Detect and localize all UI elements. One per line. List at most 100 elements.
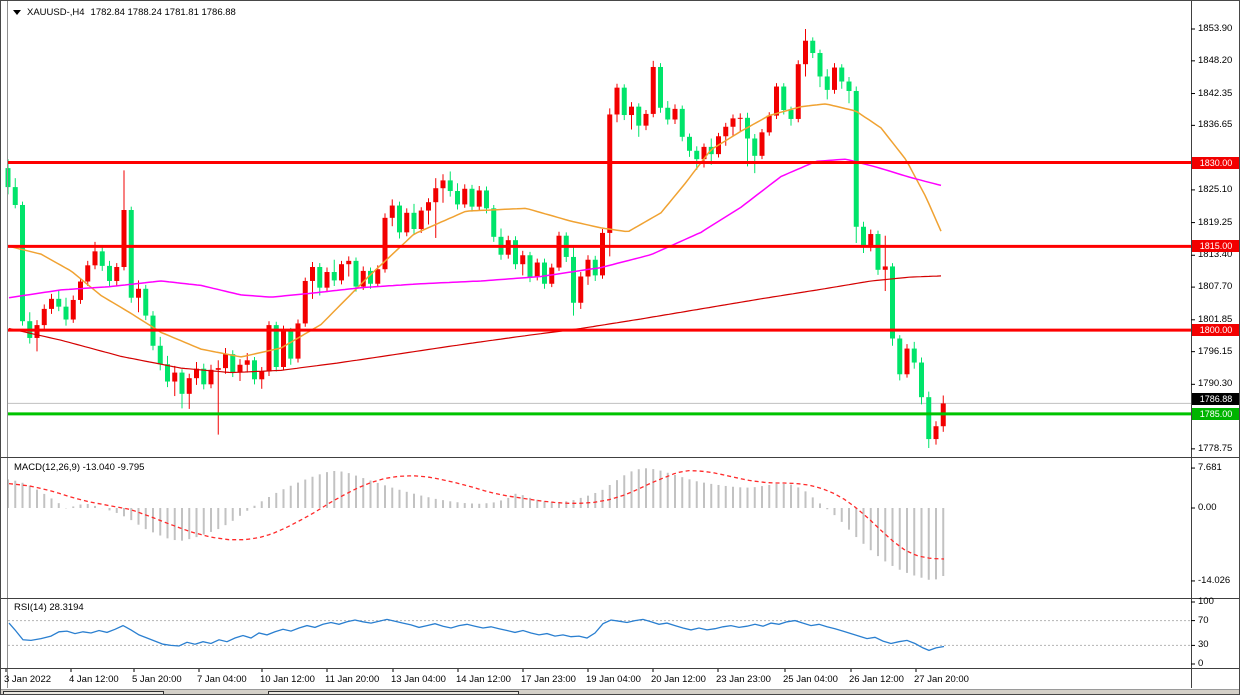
candle-body bbox=[904, 348, 910, 375]
candle-body bbox=[723, 126, 729, 137]
price-tick-1848.20: 1848.20 bbox=[1198, 54, 1233, 66]
candle-body bbox=[592, 259, 598, 276]
macd-tick--14.026: -14.026 bbox=[1198, 574, 1231, 586]
candle-body bbox=[433, 188, 439, 203]
level-price-tag-1785.00: 1785.00 bbox=[1192, 407, 1239, 420]
candle-body bbox=[491, 208, 497, 237]
price-tick-1807.70: 1807.70 bbox=[1198, 281, 1233, 293]
time-label: 4 Jan 12:00 bbox=[69, 674, 119, 685]
candle-body bbox=[687, 136, 692, 151]
candle-body bbox=[295, 323, 301, 359]
candle-body bbox=[759, 132, 765, 156]
candle-body bbox=[650, 66, 656, 114]
rsi-tick-100: 100 bbox=[1198, 596, 1214, 607]
candle-body bbox=[447, 180, 453, 192]
price-axis-scale[interactable] bbox=[1191, 1, 1239, 669]
rsi-canvas[interactable] bbox=[8, 599, 1191, 668]
candle-body bbox=[788, 110, 794, 119]
time-label: 13 Jan 04:00 bbox=[391, 674, 446, 685]
time-label: 19 Jan 04:00 bbox=[586, 674, 641, 685]
candle-body bbox=[817, 53, 823, 77]
candle-body bbox=[186, 378, 192, 394]
candle-body bbox=[839, 67, 845, 82]
candle-body bbox=[114, 266, 120, 281]
time-label: 11 Jan 20:00 bbox=[325, 674, 380, 685]
candle-body bbox=[629, 106, 634, 116]
time-label: 14 Jan 12:00 bbox=[456, 674, 511, 685]
candle-body bbox=[585, 259, 591, 277]
candle-body bbox=[527, 255, 533, 278]
candle-body bbox=[737, 117, 743, 119]
candle-body bbox=[868, 234, 874, 247]
macd-canvas[interactable] bbox=[8, 459, 1191, 598]
candle-body bbox=[795, 64, 801, 119]
time-label: 20 Jan 12:00 bbox=[651, 674, 706, 685]
candle-body bbox=[237, 364, 243, 373]
bottom-partial-box bbox=[268, 691, 519, 694]
candle-body bbox=[302, 280, 308, 324]
candle-body bbox=[513, 240, 518, 265]
candle-body bbox=[440, 180, 446, 189]
candle-body bbox=[85, 265, 91, 282]
macd-indicator-label: MACD(12,26,9) -13.040 -9.795 bbox=[14, 462, 145, 473]
time-label: 27 Jan 20:00 bbox=[914, 674, 969, 685]
price-tick-1778.75: 1778.75 bbox=[1198, 442, 1233, 454]
candle-body bbox=[643, 113, 649, 126]
candle-body bbox=[752, 138, 758, 156]
candle-body bbox=[310, 266, 315, 281]
candle-body bbox=[730, 118, 736, 127]
main-chart-canvas[interactable] bbox=[8, 1, 1191, 457]
candle-body bbox=[658, 66, 663, 108]
candle-body bbox=[426, 202, 431, 211]
price-tick-1825.10: 1825.10 bbox=[1198, 183, 1233, 195]
candle-body bbox=[12, 187, 18, 205]
candle-body bbox=[556, 235, 562, 268]
candle-body bbox=[208, 369, 214, 385]
candle-body bbox=[230, 354, 236, 373]
rsi-tick-30: 30 bbox=[1198, 639, 1209, 651]
rsi-tick-0: 0 bbox=[1198, 658, 1204, 669]
time-axis-scale[interactable] bbox=[1, 669, 1191, 689]
price-tick-1796.15: 1796.15 bbox=[1198, 345, 1233, 357]
symbol-dropdown-icon[interactable] bbox=[13, 10, 21, 15]
candle-body bbox=[614, 87, 620, 115]
candle-body bbox=[273, 325, 279, 368]
ma-slow-darkred-line bbox=[8, 275, 942, 374]
candle-body bbox=[810, 40, 816, 54]
candle-body bbox=[404, 212, 410, 233]
candle-body bbox=[317, 266, 323, 288]
candle-body bbox=[63, 306, 69, 320]
candle-body bbox=[397, 205, 402, 233]
candle-body bbox=[774, 86, 779, 116]
candle-body bbox=[701, 146, 707, 160]
candle-body bbox=[288, 331, 294, 359]
candle-body bbox=[462, 188, 468, 205]
candle-body bbox=[534, 262, 540, 278]
candle-body bbox=[165, 364, 170, 382]
candle-body bbox=[215, 368, 221, 370]
time-label: 5 Jan 20:00 bbox=[132, 674, 182, 685]
candle-body bbox=[179, 372, 185, 394]
candle-body bbox=[919, 362, 924, 398]
ma-fast-orange-line bbox=[8, 103, 942, 358]
symbol-period-label: XAUUSD-,H4 bbox=[27, 7, 85, 18]
candle-body bbox=[824, 76, 830, 90]
candle-body bbox=[223, 354, 228, 369]
candle-body bbox=[128, 210, 134, 298]
candle-body bbox=[607, 114, 613, 233]
candle-body bbox=[368, 270, 373, 284]
price-tick-1813.40: 1813.40 bbox=[1198, 249, 1233, 261]
time-label: 26 Jan 12:00 bbox=[849, 674, 904, 685]
candle-body bbox=[476, 190, 482, 207]
candle-body bbox=[665, 107, 671, 120]
bottom-edge-strip bbox=[1, 689, 1239, 694]
price-tick-1801.85: 1801.85 bbox=[1198, 313, 1233, 325]
candle-body bbox=[897, 338, 903, 375]
price-tick-1790.30: 1790.30 bbox=[1198, 378, 1233, 390]
candle-body bbox=[382, 217, 388, 270]
ohlc-header: XAUUSD-,H4 1782.84 1788.24 1781.81 1786.… bbox=[13, 7, 236, 18]
bottom-partial-box bbox=[3, 691, 164, 694]
candle-body bbox=[49, 298, 54, 309]
time-label: 25 Jan 04:00 bbox=[783, 674, 838, 685]
candle-body bbox=[78, 281, 83, 300]
